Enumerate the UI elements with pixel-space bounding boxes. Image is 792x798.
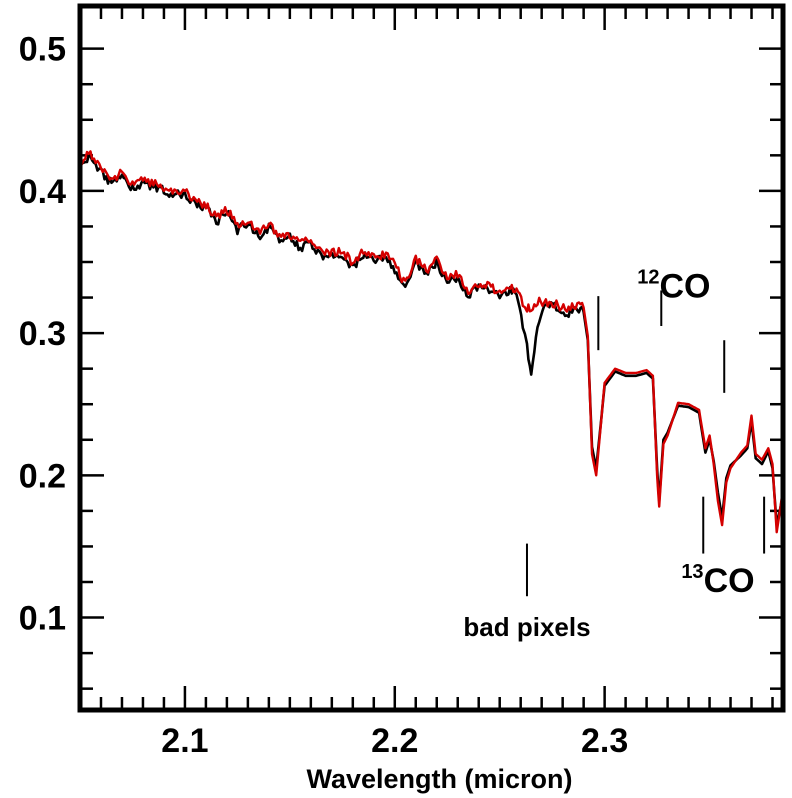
annotation-text: CO (660, 268, 711, 306)
annotation-text: CO (704, 562, 755, 600)
annotation-superscript: 12 (637, 267, 659, 289)
x-tick-label: 2.1 (161, 722, 208, 760)
tick-marks (80, 6, 783, 710)
annotation-label: 12CO (637, 267, 710, 306)
tick-labels: 2.1 2.2 2.3 0.1 0.2 0.3 0.4 0.5 (19, 31, 629, 760)
annotation-superscript: 13 (681, 561, 703, 583)
annotation-label: 13CO (681, 561, 754, 600)
x-axis-title: Wavelength (micron) (306, 764, 572, 794)
y-tick-label: 0.1 (19, 600, 66, 638)
x-tick-label: 2.2 (371, 722, 418, 760)
y-tick-label: 0.5 (19, 31, 66, 69)
series-group (78, 150, 785, 534)
x-tick-label: 2.3 (581, 722, 628, 760)
series-line-2 (79, 150, 785, 534)
y-tick-label: 0.2 (19, 457, 66, 495)
y-tick-label: 0.4 (19, 173, 66, 211)
y-tick-label: 0.3 (19, 315, 66, 353)
annotation-label: bad pixels (463, 612, 590, 642)
plot-frame (77, 3, 786, 713)
series-line-1 (78, 154, 785, 527)
